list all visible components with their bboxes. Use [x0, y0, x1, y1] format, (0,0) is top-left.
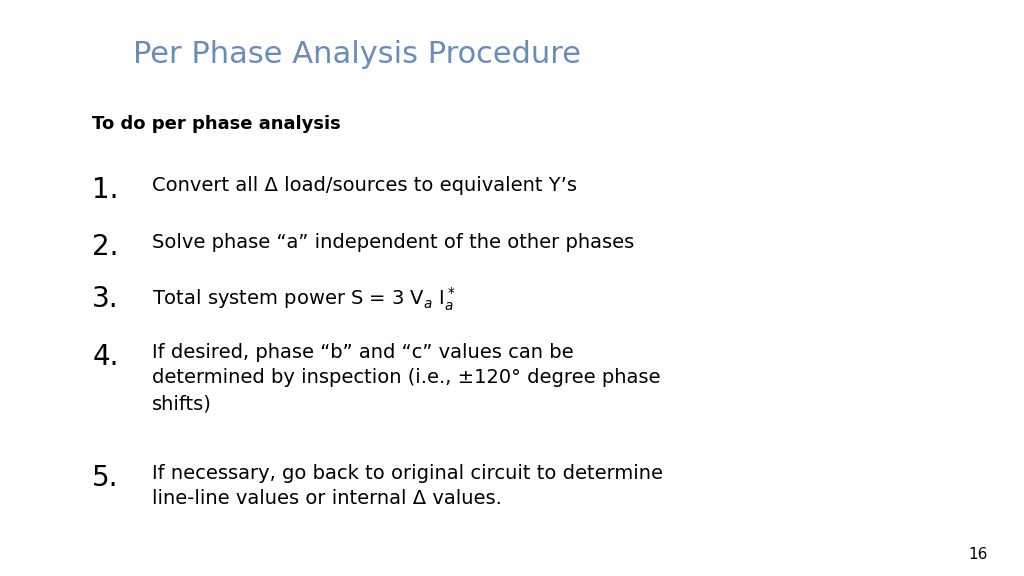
Text: 16: 16	[969, 547, 988, 562]
Text: To do per phase analysis: To do per phase analysis	[92, 115, 341, 133]
Text: 3.: 3.	[92, 285, 119, 313]
Text: 5.: 5.	[92, 464, 119, 492]
Text: 2.: 2.	[92, 233, 119, 262]
Text: 4.: 4.	[92, 343, 119, 371]
Text: If desired, phase “b” and “c” values can be
determined by inspection (i.e., ±120: If desired, phase “b” and “c” values can…	[152, 343, 660, 413]
Text: Per Phase Analysis Procedure: Per Phase Analysis Procedure	[133, 40, 582, 69]
Text: Total system power S = 3 V$_a$ I$_a^*$: Total system power S = 3 V$_a$ I$_a^*$	[152, 285, 455, 313]
Text: 1.: 1.	[92, 176, 119, 204]
Text: Solve phase “a” independent of the other phases: Solve phase “a” independent of the other…	[152, 233, 634, 252]
Text: Convert all Δ load/sources to equivalent Y’s: Convert all Δ load/sources to equivalent…	[152, 176, 577, 195]
Text: If necessary, go back to original circuit to determine
line-line values or inter: If necessary, go back to original circui…	[152, 464, 663, 509]
